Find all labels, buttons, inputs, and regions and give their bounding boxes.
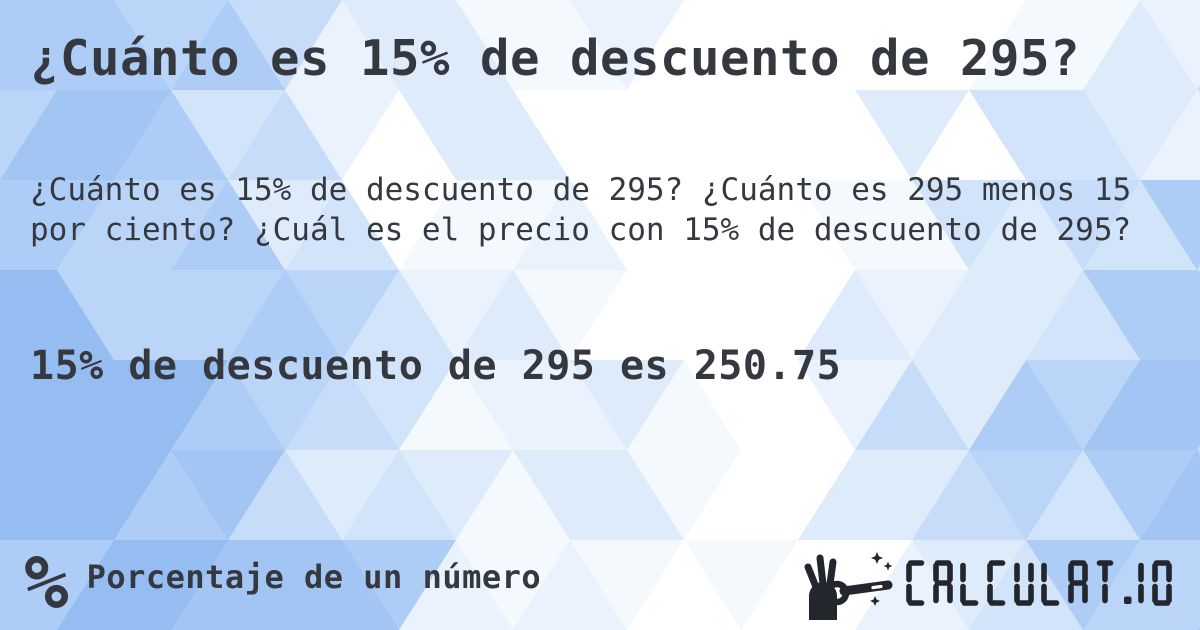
page-title: ¿Cuánto es 15% de descuento de 295? (30, 30, 1081, 87)
category-badge: % Porcentaje de un número (24, 540, 542, 626)
answer-text: 15% de descuento de 295 es 250.75 (30, 343, 842, 389)
magic-wand-hand-icon (804, 552, 893, 620)
brand-logo-text (906, 560, 1172, 606)
question-text: ¿Cuánto es 15% de descuento de 295? ¿Cuá… (30, 172, 1132, 248)
percent-icon: % (24, 540, 69, 626)
category-label: Porcentaje de un número (86, 558, 542, 596)
brand-logo (800, 546, 1174, 620)
